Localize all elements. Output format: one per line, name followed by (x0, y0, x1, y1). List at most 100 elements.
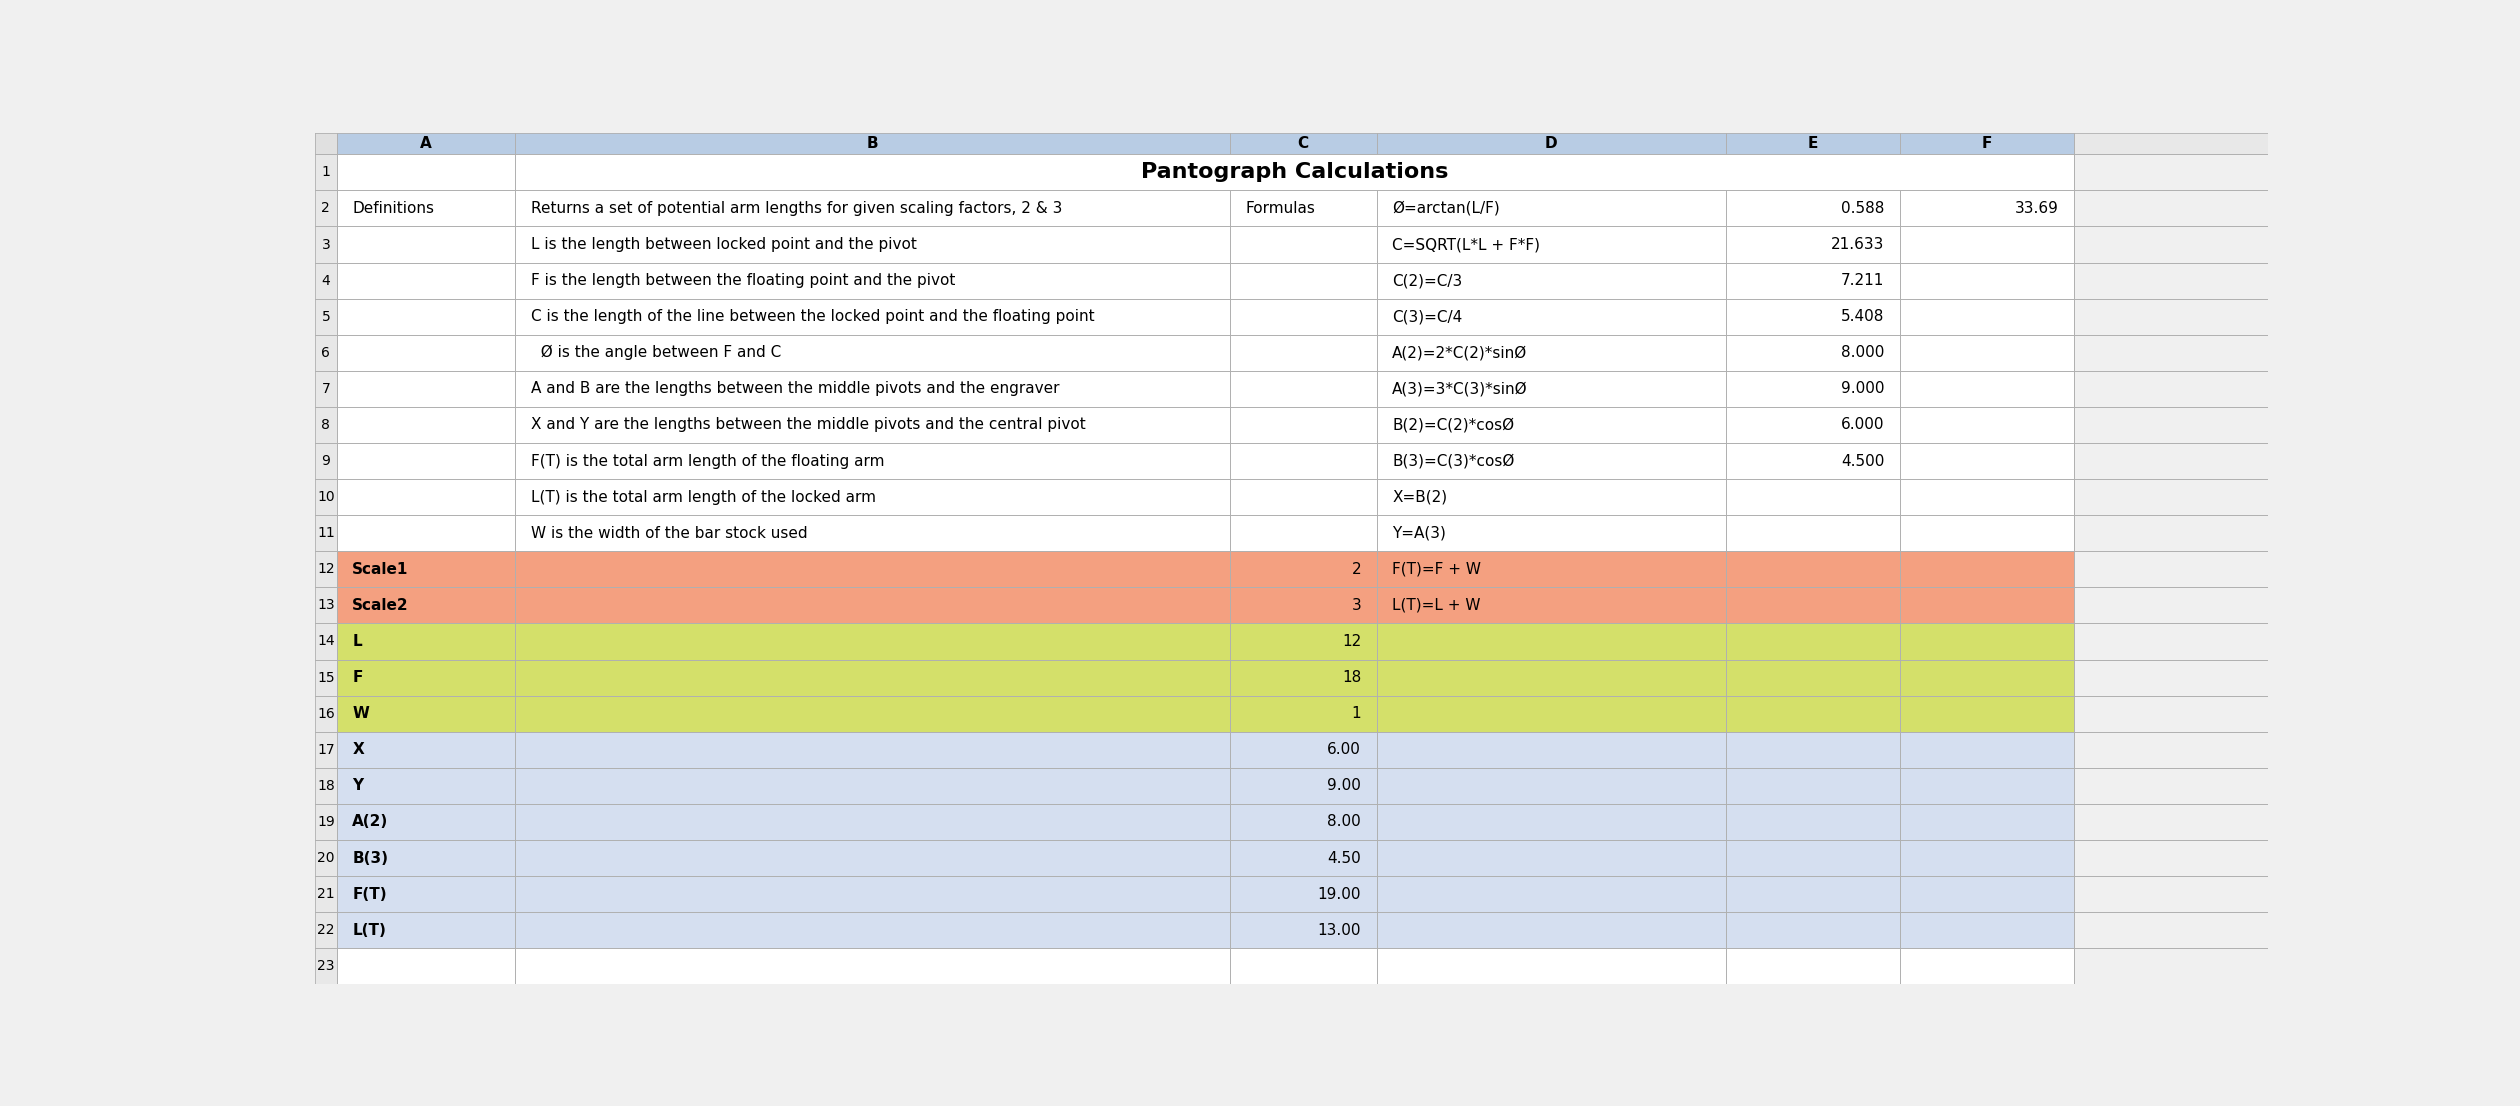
Text: 19.00: 19.00 (1318, 887, 1361, 901)
Bar (338, 912, 514, 948)
Text: Pantograph Calculations: Pantograph Calculations (1142, 163, 1449, 182)
Bar (1900, 444, 2074, 479)
Bar (1230, 876, 1376, 912)
Bar (1230, 659, 1376, 696)
Text: 9.000: 9.000 (1840, 382, 1885, 396)
Bar (1726, 407, 1900, 444)
Text: A and B are the lengths between the middle pivots and the engraver: A and B are the lengths between the midd… (532, 382, 1058, 396)
Bar (1900, 876, 2074, 912)
Bar (1376, 407, 1726, 444)
Text: 11: 11 (318, 526, 335, 540)
Bar (1230, 732, 1376, 768)
Text: 8.000: 8.000 (1842, 345, 1885, 361)
Bar (1230, 371, 1376, 407)
Text: Formulas: Formulas (1245, 201, 1315, 216)
Text: C is the length of the line between the locked point and the floating point: C is the length of the line between the … (532, 310, 1094, 324)
Text: 19: 19 (318, 815, 335, 828)
Bar (2074, 133, 2268, 154)
Text: Definitions: Definitions (353, 201, 433, 216)
Bar (1726, 587, 1900, 624)
Bar (514, 227, 1230, 262)
Bar (315, 551, 338, 587)
Bar (1726, 696, 1900, 732)
Bar (315, 839, 338, 876)
Bar (1900, 696, 2074, 732)
Bar (514, 133, 1230, 154)
Bar (1900, 804, 2074, 839)
Bar (1230, 299, 1376, 335)
Bar (514, 407, 1230, 444)
Text: 5.408: 5.408 (1842, 310, 1885, 324)
Text: F(T): F(T) (353, 887, 388, 901)
Bar (2074, 335, 2268, 371)
Bar (1230, 696, 1376, 732)
Bar (1726, 299, 1900, 335)
Text: L(T): L(T) (353, 922, 386, 938)
Bar (1230, 804, 1376, 839)
Bar (1230, 624, 1376, 659)
Text: 23: 23 (318, 959, 335, 973)
Text: X and Y are the lengths between the middle pivots and the central pivot: X and Y are the lengths between the midd… (532, 417, 1086, 432)
Bar (1376, 371, 1726, 407)
Text: C=SQRT(L*L + F*F): C=SQRT(L*L + F*F) (1394, 237, 1540, 252)
Text: X: X (353, 742, 363, 758)
Bar (1900, 515, 2074, 551)
Bar (2074, 407, 2268, 444)
Bar (1376, 839, 1726, 876)
Bar (338, 732, 514, 768)
Text: 8.00: 8.00 (1328, 814, 1361, 830)
Bar (2074, 299, 2268, 335)
Bar (1376, 335, 1726, 371)
Bar (1726, 335, 1900, 371)
Text: F is the length between the floating point and the pivot: F is the length between the floating poi… (532, 273, 955, 288)
Bar (338, 190, 514, 227)
Bar (1230, 133, 1376, 154)
Bar (2074, 768, 2268, 804)
Bar (315, 732, 338, 768)
Text: 12: 12 (318, 562, 335, 576)
Bar (1900, 299, 2074, 335)
Bar (1726, 768, 1900, 804)
Text: F(T)=F + W: F(T)=F + W (1394, 562, 1482, 577)
Bar (514, 551, 1230, 587)
Bar (2074, 732, 2268, 768)
Bar (1726, 190, 1900, 227)
Bar (1900, 732, 2074, 768)
Text: A: A (421, 136, 431, 152)
Text: 2: 2 (323, 201, 330, 216)
Text: 10: 10 (318, 490, 335, 504)
Bar (514, 732, 1230, 768)
Bar (1900, 659, 2074, 696)
Bar (1726, 659, 1900, 696)
Text: F(T) is the total arm length of the floating arm: F(T) is the total arm length of the floa… (532, 453, 885, 469)
Bar (315, 190, 338, 227)
Text: 17: 17 (318, 743, 335, 757)
Bar (1230, 515, 1376, 551)
Bar (514, 624, 1230, 659)
Bar (338, 133, 514, 154)
Bar (2074, 912, 2268, 948)
Text: 4.50: 4.50 (1328, 851, 1361, 866)
Bar (338, 624, 514, 659)
Bar (315, 299, 338, 335)
Bar (514, 154, 2074, 190)
Text: Scale1: Scale1 (353, 562, 408, 577)
Text: 18: 18 (318, 779, 335, 793)
Bar (2074, 659, 2268, 696)
Text: 4: 4 (323, 273, 330, 288)
Bar (1230, 948, 1376, 984)
Text: 21: 21 (318, 887, 335, 901)
Text: L: L (353, 634, 363, 649)
Text: C: C (1298, 136, 1308, 152)
Bar (1376, 479, 1726, 515)
Bar (338, 876, 514, 912)
Bar (338, 768, 514, 804)
Bar (1900, 912, 2074, 948)
Bar (514, 515, 1230, 551)
Bar (1900, 587, 2074, 624)
Bar (2074, 551, 2268, 587)
Bar (338, 515, 514, 551)
Bar (1900, 262, 2074, 299)
Bar (1900, 407, 2074, 444)
Text: Ø is the angle between F and C: Ø is the angle between F and C (532, 345, 781, 361)
